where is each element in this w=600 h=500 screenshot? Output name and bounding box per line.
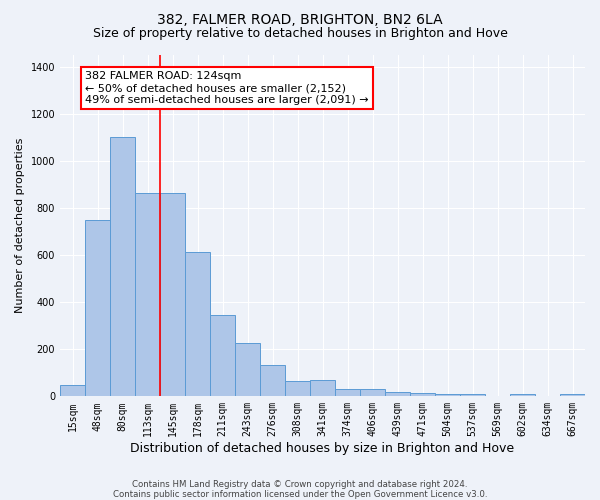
Bar bbox=[510, 394, 535, 396]
X-axis label: Distribution of detached houses by size in Brighton and Hove: Distribution of detached houses by size … bbox=[130, 442, 515, 455]
Text: Contains public sector information licensed under the Open Government Licence v3: Contains public sector information licen… bbox=[113, 490, 487, 499]
Bar bbox=[310, 380, 335, 396]
Bar bbox=[560, 394, 585, 396]
Text: Size of property relative to detached houses in Brighton and Hove: Size of property relative to detached ho… bbox=[92, 28, 508, 40]
Text: Contains HM Land Registry data © Crown copyright and database right 2024.: Contains HM Land Registry data © Crown c… bbox=[132, 480, 468, 489]
Text: 382, FALMER ROAD, BRIGHTON, BN2 6LA: 382, FALMER ROAD, BRIGHTON, BN2 6LA bbox=[157, 12, 443, 26]
Bar bbox=[160, 192, 185, 396]
Bar bbox=[60, 384, 85, 396]
Text: 382 FALMER ROAD: 124sqm
← 50% of detached houses are smaller (2,152)
49% of semi: 382 FALMER ROAD: 124sqm ← 50% of detache… bbox=[85, 72, 368, 104]
Bar bbox=[460, 394, 485, 396]
Bar bbox=[210, 315, 235, 396]
Bar bbox=[135, 192, 160, 396]
Bar bbox=[285, 381, 310, 396]
Bar bbox=[110, 138, 135, 396]
Bar bbox=[335, 390, 360, 396]
Bar bbox=[235, 344, 260, 396]
Bar bbox=[85, 220, 110, 396]
Bar bbox=[435, 394, 460, 396]
Bar bbox=[385, 392, 410, 396]
Bar bbox=[410, 393, 435, 396]
Bar bbox=[185, 252, 210, 396]
Bar bbox=[360, 390, 385, 396]
Bar bbox=[260, 364, 285, 396]
Y-axis label: Number of detached properties: Number of detached properties bbox=[15, 138, 25, 314]
